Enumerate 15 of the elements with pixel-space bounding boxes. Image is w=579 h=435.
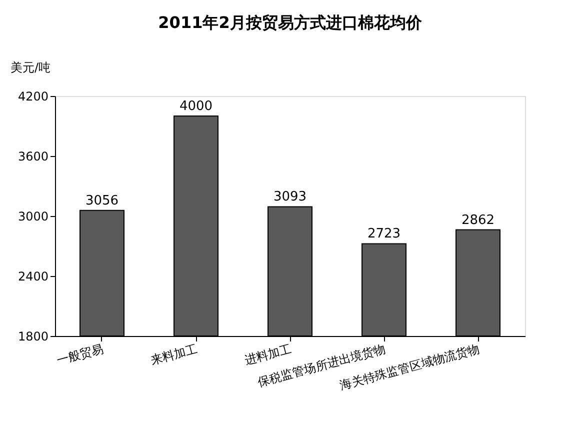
x-tick-label: 一般贸易: [55, 342, 106, 368]
chart-title: 2011年2月按贸易方式进口棉花均价: [158, 13, 423, 32]
data-label: 3093: [273, 190, 307, 205]
x-tick-label: 来料加工: [149, 342, 200, 368]
y-tick-label: 2400: [18, 270, 48, 284]
y-tick-label: 3600: [18, 150, 48, 164]
data-label: 2723: [367, 226, 401, 242]
y-tick-label: 4200: [18, 90, 48, 104]
data-label: 2862: [461, 212, 495, 228]
data-label: 3056: [85, 193, 119, 208]
y-tick-label: 3000: [18, 210, 48, 224]
y-tick-label: 1800: [18, 330, 48, 344]
y-axis-title: 美元/吨: [10, 60, 51, 74]
data-label: 4000: [179, 99, 213, 114]
x-tick-label: 进料加工: [243, 342, 294, 368]
